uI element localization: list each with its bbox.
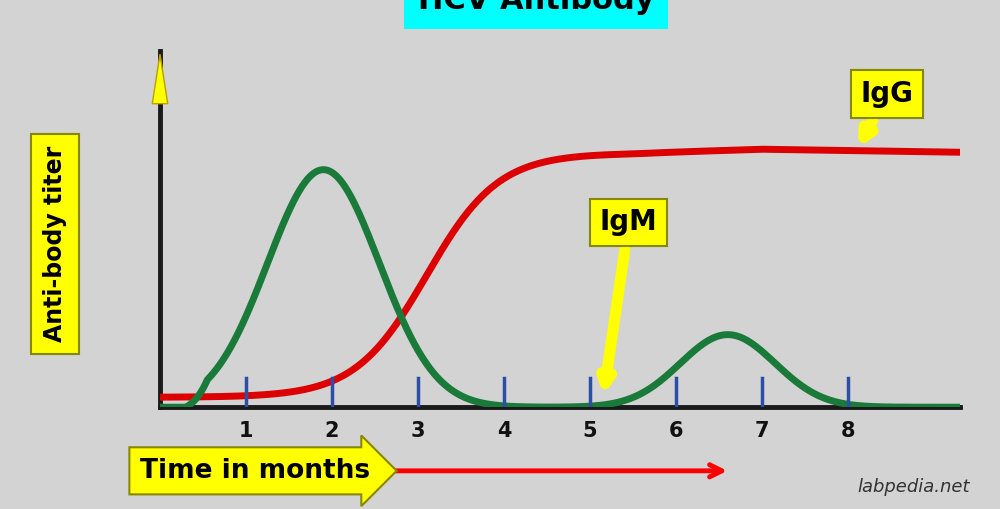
Polygon shape (152, 54, 168, 104)
Text: HCV Antibody: HCV Antibody (418, 0, 654, 15)
Text: Anti-body titer: Anti-body titer (43, 146, 67, 343)
Text: IgM: IgM (600, 209, 658, 383)
Text: labpedia.net: labpedia.net (858, 478, 970, 496)
Text: Time in months: Time in months (140, 458, 370, 484)
Text: IgG: IgG (860, 80, 913, 137)
